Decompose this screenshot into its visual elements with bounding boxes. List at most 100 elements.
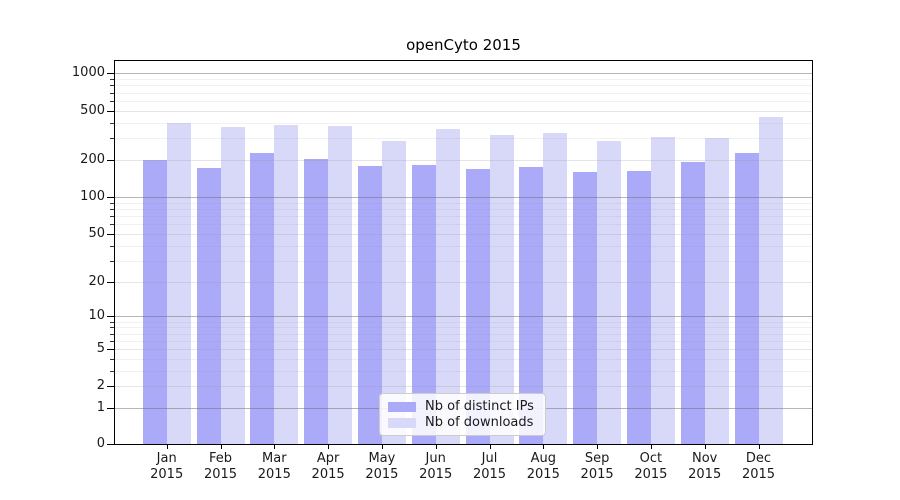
x-tick-label-aug: Aug 2015 — [526, 451, 560, 482]
gridline-8 — [115, 327, 812, 329]
gridline-2 — [115, 386, 812, 388]
bar-downloads-feb-2015 — [220, 126, 245, 444]
x-tick-label-apr: Apr 2015 — [311, 451, 345, 482]
gridline-50 — [115, 233, 812, 235]
y-tick-mark-200 — [107, 159, 114, 161]
y-minor-tick-mark-3 — [110, 370, 114, 372]
bar-downloads-sep-2015 — [597, 140, 622, 444]
bar-downloads-oct-2015 — [650, 136, 675, 444]
gridline-3 — [115, 370, 812, 372]
y-minor-tick-mark-40 — [110, 245, 114, 247]
x-tick-label-jan: Jan 2015 — [150, 451, 184, 482]
gridline-60 — [115, 224, 812, 226]
bar-downloads-aug-2015 — [543, 133, 568, 444]
y-tick-label-5: 5 — [96, 341, 105, 356]
x-tick-label-nov: Nov 2015 — [688, 451, 722, 482]
x-tick-label-sep: Sep 2015 — [580, 451, 614, 482]
x-tick-label-jun: Jun 2015 — [419, 451, 453, 482]
y-minor-tick-mark-30 — [110, 260, 114, 262]
x-tick-mark-apr — [328, 445, 330, 449]
gridline-40 — [115, 245, 812, 247]
y-tick-label-1: 1 — [96, 400, 105, 416]
y-minor-tick-mark-7 — [110, 333, 114, 335]
bar-downloads-mar-2015 — [274, 124, 299, 444]
gridline-5 — [115, 349, 812, 350]
gridline-80 — [115, 208, 812, 210]
bar-downloads-jun-2015 — [435, 129, 460, 444]
gridline-30 — [115, 260, 812, 262]
y-tick-mark-10 — [107, 316, 114, 318]
bar-ips-oct-2015 — [626, 170, 651, 444]
gridline-1000 — [115, 73, 812, 75]
y-tick-mark-100 — [107, 197, 114, 198]
y-minor-tick-mark-900 — [110, 79, 114, 81]
y-tick-label-2: 2 — [96, 378, 105, 394]
x-tick-label-mar: Mar 2015 — [257, 451, 291, 482]
y-tick-mark-500 — [107, 110, 114, 112]
legend: Nb of distinct IPs Nb of downloads — [379, 393, 546, 436]
plot-area — [114, 60, 813, 445]
y-minor-tick-mark-300 — [110, 138, 114, 140]
gridline-4 — [115, 358, 812, 360]
y-tick-label-1000: 1000 — [71, 65, 105, 81]
y-tick-mark-20 — [107, 281, 114, 283]
legend-label: Nb of downloads — [425, 415, 534, 430]
x-tick-mark-mar — [274, 445, 276, 449]
x-tick-mark-may — [381, 445, 383, 449]
y-tick-label-20: 20 — [88, 273, 105, 289]
bar-ips-feb-2015 — [196, 167, 221, 444]
y-minor-tick-mark-70 — [110, 215, 114, 217]
y-minor-tick-mark-700 — [110, 92, 114, 94]
bar-ips-mar-2015 — [250, 152, 275, 444]
legend-item-downloads: Nb of downloads — [388, 415, 537, 430]
legend-swatch-ips — [388, 401, 416, 412]
y-minor-tick-mark-9 — [110, 321, 114, 323]
y-tick-label-100: 100 — [80, 189, 105, 204]
gridline-200 — [115, 159, 812, 161]
y-tick-label-200: 200 — [80, 151, 105, 167]
x-tick-mark-oct — [650, 445, 652, 449]
y-minor-tick-mark-600 — [110, 100, 114, 102]
legend-swatch-downloads — [388, 417, 416, 428]
x-tick-mark-jun — [435, 445, 437, 449]
bar-ips-jan-2015 — [142, 160, 167, 444]
bar-ips-dec-2015 — [734, 152, 759, 444]
gridline-70 — [115, 215, 812, 217]
y-tick-label-10: 10 — [88, 308, 105, 324]
gridline-600 — [115, 100, 812, 102]
gridline-10 — [115, 316, 812, 318]
bar-downloads-jan-2015 — [166, 123, 191, 444]
y-tick-mark-1000 — [107, 73, 114, 75]
y-minor-tick-mark-90 — [110, 202, 114, 204]
y-minor-tick-mark-80 — [110, 208, 114, 210]
bar-downloads-jul-2015 — [489, 135, 514, 444]
legend-item-distinct-ips: Nb of distinct IPs — [388, 399, 537, 414]
bar-ips-apr-2015 — [304, 158, 329, 444]
x-tick-label-oct: Oct 2015 — [634, 451, 668, 482]
bar-ips-sep-2015 — [573, 172, 598, 444]
y-minor-tick-mark-400 — [110, 122, 114, 124]
y-tick-label-500: 500 — [80, 102, 105, 118]
bar-downloads-apr-2015 — [328, 125, 353, 444]
x-tick-mark-dec — [758, 445, 760, 449]
y-tick-mark-2 — [107, 386, 114, 388]
gridline-700 — [115, 92, 812, 94]
bar-downloads-dec-2015 — [758, 117, 783, 444]
gridline-400 — [115, 122, 812, 124]
y-minor-tick-mark-4 — [110, 358, 114, 360]
x-tick-label-jul: Jul 2015 — [472, 451, 507, 482]
y-tick-mark-0 — [107, 444, 114, 445]
x-tick-mark-jan — [166, 445, 168, 449]
y-tick-mark-50 — [107, 233, 114, 235]
bar-downloads-nov-2015 — [704, 138, 729, 444]
bar-ips-may-2015 — [357, 165, 382, 444]
gridline-800 — [115, 85, 812, 87]
gridline-100 — [115, 197, 812, 198]
gridline-300 — [115, 138, 812, 140]
x-tick-label-feb: Feb 2015 — [203, 451, 238, 482]
gridline-7 — [115, 333, 812, 335]
chart-title: openCyto 2015 — [406, 36, 521, 54]
x-tick-mark-aug — [543, 445, 545, 449]
gridline-900 — [115, 79, 812, 81]
